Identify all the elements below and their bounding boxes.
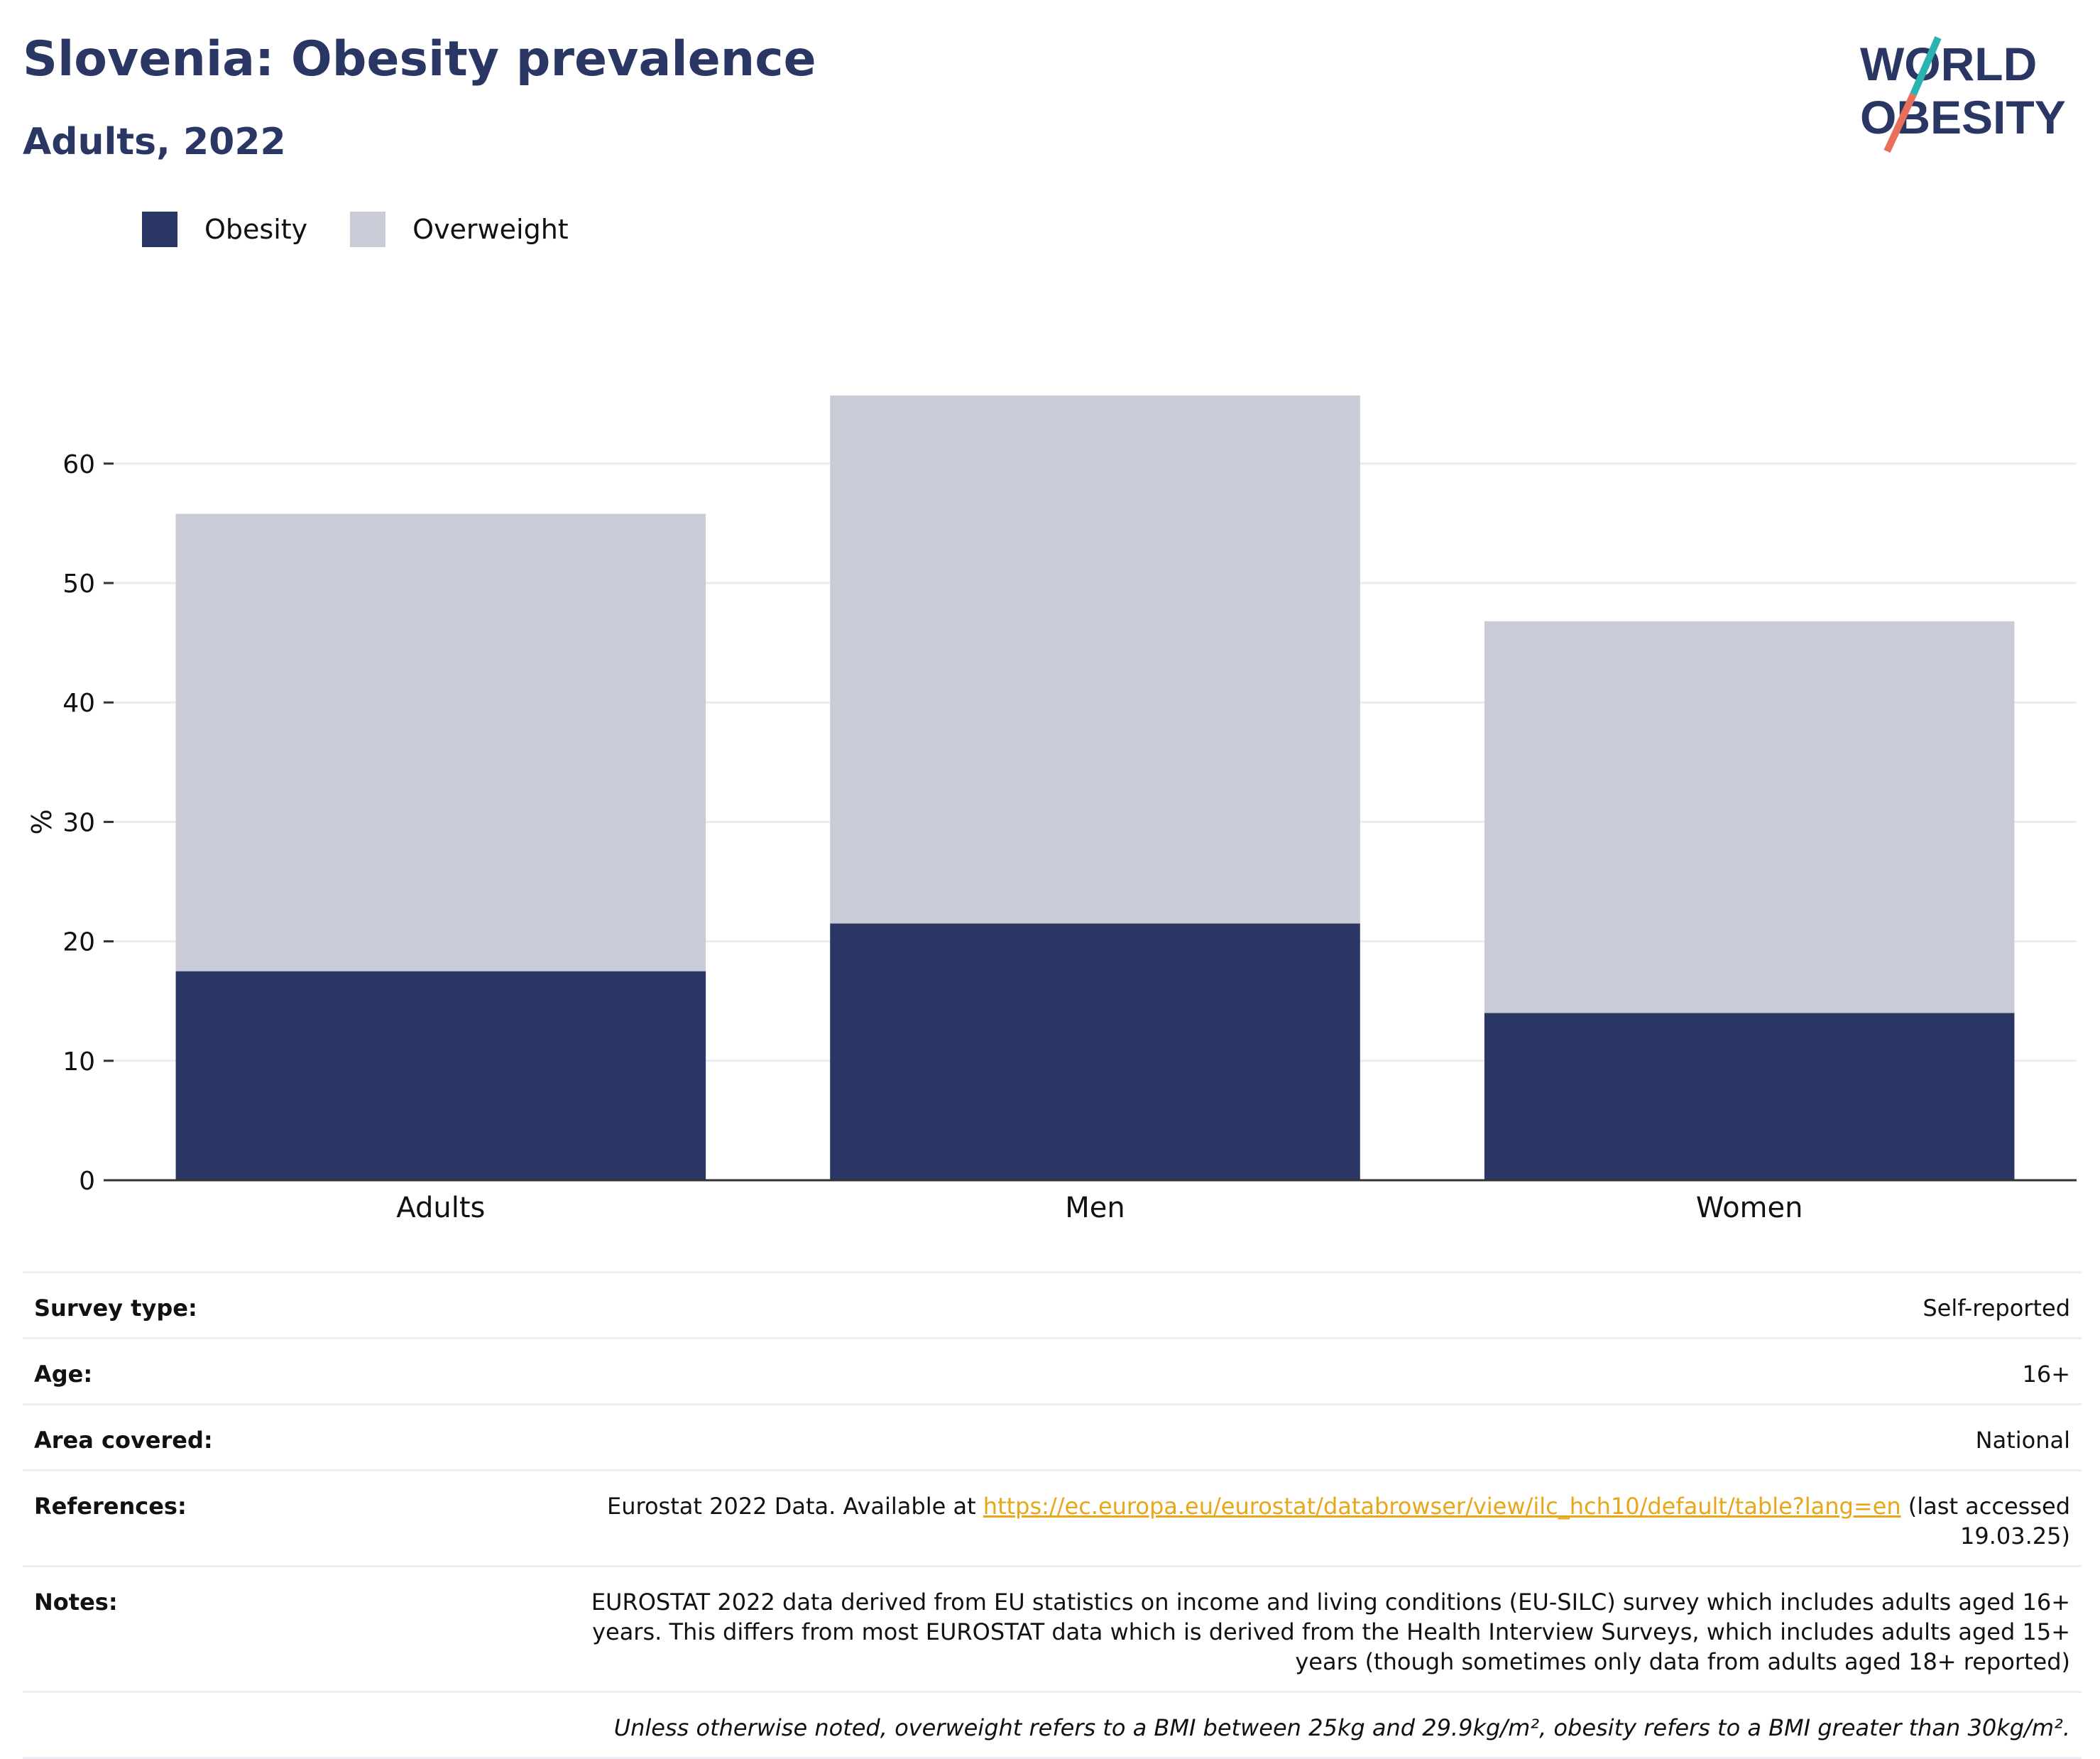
- bar-obesity-women: [1484, 1013, 2015, 1180]
- x-tick-label: Men: [1065, 1192, 1125, 1224]
- legend-item-obesity[interactable]: Obesity: [142, 212, 307, 247]
- meta-row-survey-type: Survey type: Self-reported: [23, 1271, 2082, 1337]
- y-tick-label: 20: [62, 928, 95, 957]
- meta-label: Notes:: [34, 1589, 118, 1616]
- logo-line1: WORLD: [1860, 38, 2037, 90]
- logo-slash-coral: [1883, 92, 1917, 153]
- meta-row-references: References: Eurostat 2022 Data. Availabl…: [23, 1469, 2082, 1565]
- legend-swatch-overweight: [350, 212, 386, 247]
- logo-slash-teal: [1910, 36, 1942, 97]
- metadata-table: Survey type: Self-reported Age: 16+ Area…: [23, 1271, 2082, 1759]
- chart-title: Slovenia: Obesity prevalence: [23, 31, 816, 87]
- y-tick-label: 0: [79, 1167, 95, 1196]
- legend-item-overweight[interactable]: Overweight: [350, 212, 569, 247]
- reference-link[interactable]: https://ec.europa.eu/eurostat/databrowse…: [983, 1493, 1901, 1520]
- meta-value: Self-reported: [1923, 1295, 2070, 1322]
- chart-subtitle: Adults, 2022: [23, 121, 286, 163]
- y-tick-label: 50: [62, 570, 95, 599]
- meta-label: Area covered:: [34, 1427, 213, 1454]
- y-tick-label: 40: [62, 689, 95, 718]
- y-tick-label: 10: [62, 1047, 95, 1077]
- legend-label-overweight: Overweight: [412, 214, 569, 245]
- meta-value: National: [1975, 1427, 2070, 1454]
- reference-prefix: Eurostat 2022 Data. Available at: [607, 1493, 983, 1520]
- meta-label: Age:: [34, 1361, 93, 1388]
- x-tick-label: Adults: [396, 1192, 485, 1224]
- meta-label: References:: [34, 1493, 187, 1520]
- meta-value: Eurostat 2022 Data. Available at https:/…: [523, 1491, 2070, 1551]
- y-axis-label: %: [26, 809, 58, 834]
- y-tick-label: 60: [62, 450, 95, 479]
- bar-overweight-men: [830, 395, 1360, 924]
- meta-value: 16+: [2022, 1361, 2070, 1388]
- legend-label-obesity: Obesity: [204, 214, 308, 245]
- y-tick-label: 30: [62, 808, 95, 837]
- reference-suffix: (last accessed 19.03.25): [1901, 1493, 2070, 1550]
- bar-overweight-adults: [175, 513, 706, 971]
- meta-value: EUROSTAT 2022 data derived from EU stati…: [591, 1589, 2070, 1675]
- x-tick-label: Women: [1696, 1192, 1803, 1224]
- bar-obesity-adults: [175, 971, 706, 1180]
- legend-swatch-obesity: [142, 212, 177, 247]
- world-obesity-logo: WORLD OBESITY: [1860, 36, 2066, 153]
- meta-row-area: Area covered: National: [23, 1403, 2082, 1469]
- bar-obesity-men: [830, 923, 1360, 1180]
- bar-overweight-women: [1484, 621, 2015, 1013]
- bar-chart: 0 10 20 30 40 50 60% Adults Men Women: [26, 395, 2077, 1224]
- meta-row-notes: Notes: EUROSTAT 2022 data derived from E…: [23, 1565, 2082, 1691]
- chart-legend: Obesity Overweight: [142, 212, 611, 247]
- meta-row-age: Age: 16+: [23, 1337, 2082, 1403]
- meta-label: Survey type:: [34, 1295, 197, 1322]
- footnote: Unless otherwise noted, overweight refer…: [613, 1714, 2070, 1741]
